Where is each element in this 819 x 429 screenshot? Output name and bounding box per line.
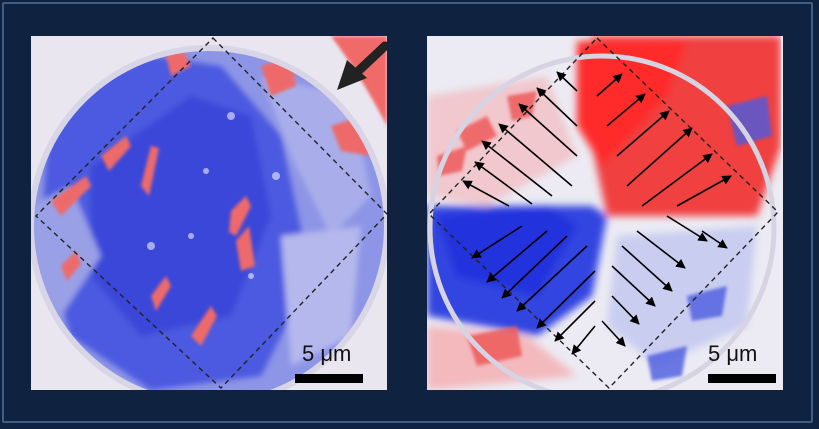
right-scale-bar	[708, 374, 776, 383]
arrows-field-icon	[462, 71, 732, 355]
right-panel-image	[427, 36, 781, 390]
dashed-square	[428, 37, 779, 389]
right-microscopy-panel: 5 μm	[427, 36, 783, 390]
left-scale-bar	[295, 374, 363, 383]
dashed-square	[34, 37, 387, 389]
left-scale-label: 5 μm	[302, 341, 352, 366]
left-panel-image	[31, 36, 387, 390]
left-microscopy-panel: 5 μm	[31, 36, 387, 390]
arrow-icon	[337, 41, 387, 90]
right-scale-label: 5 μm	[708, 341, 758, 366]
